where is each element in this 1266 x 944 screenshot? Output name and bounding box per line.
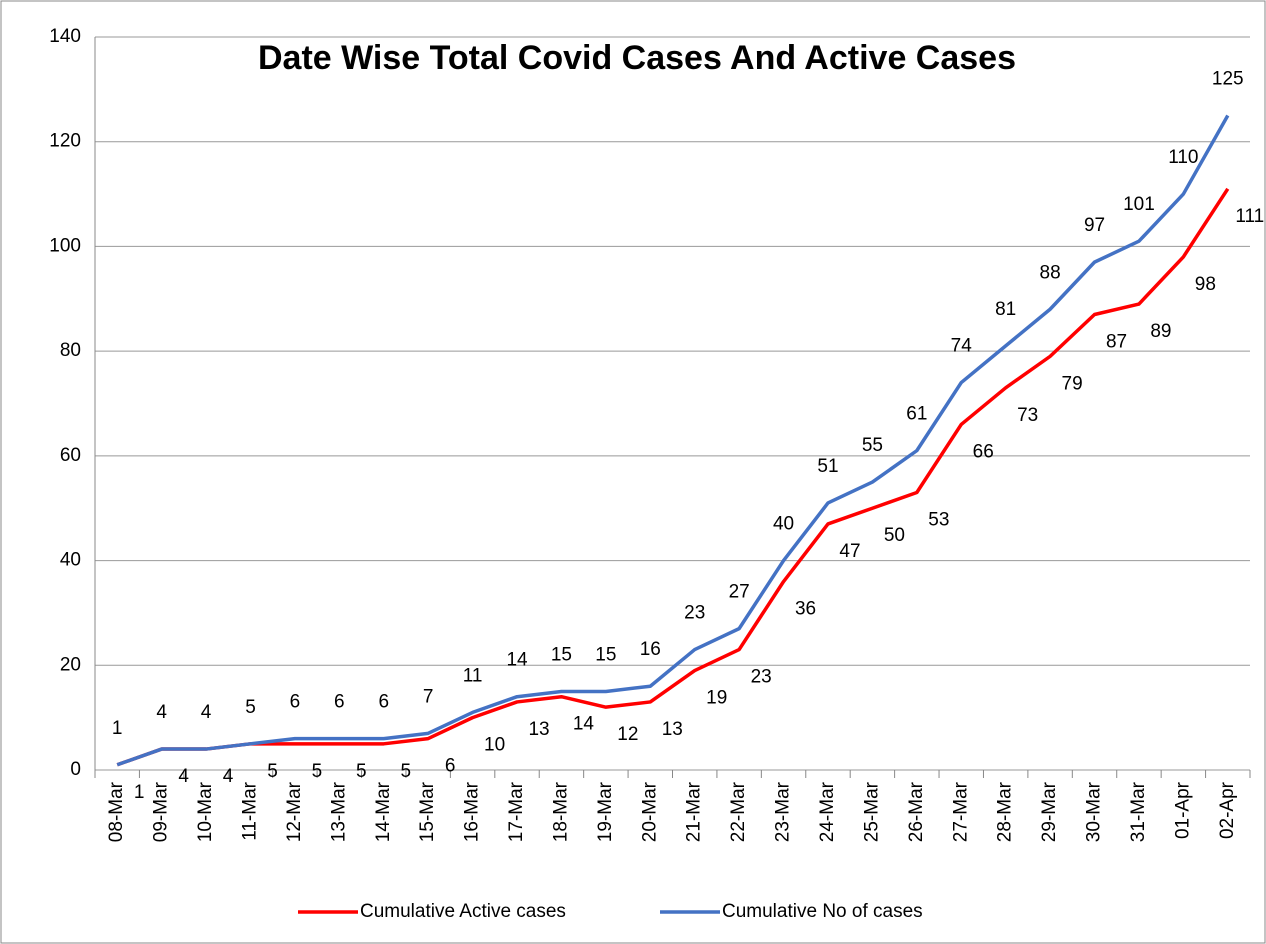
x-tick-label: 01-Apr — [1172, 781, 1193, 839]
x-tick-label: 09-Mar — [151, 781, 172, 842]
x-tick-label: 08-Mar — [106, 781, 127, 842]
data-label: 4 — [178, 766, 189, 787]
data-label: 73 — [1017, 405, 1038, 426]
x-tick-label: 27-Mar — [950, 781, 971, 842]
data-label: 15 — [595, 644, 616, 665]
x-tick-label: 31-Mar — [1128, 781, 1149, 842]
data-label: 5 — [312, 761, 323, 782]
data-label: 4 — [201, 702, 212, 723]
data-label: 4 — [223, 766, 234, 787]
data-label: 10 — [484, 735, 505, 756]
y-tick-label: 60 — [60, 445, 81, 466]
legend-label: Cumulative No of cases — [722, 901, 923, 922]
data-label: 5 — [245, 697, 256, 718]
data-label: 23 — [751, 667, 772, 688]
data-label: 23 — [684, 603, 705, 624]
x-tick-label: 28-Mar — [995, 781, 1016, 842]
data-label: 36 — [795, 599, 816, 620]
data-label: 12 — [617, 724, 638, 745]
series-line — [116, 114, 1230, 767]
data-label: 40 — [773, 514, 794, 535]
data-label: 87 — [1106, 332, 1127, 353]
data-label: 1 — [134, 782, 145, 803]
data-label: 13 — [662, 719, 683, 740]
data-label: 27 — [729, 582, 750, 603]
data-label: 101 — [1123, 194, 1155, 215]
series-line — [116, 187, 1230, 767]
data-label: 11 — [463, 665, 483, 686]
x-tick-label: 12-Mar — [284, 781, 305, 842]
data-label: 74 — [951, 336, 973, 357]
data-label: 88 — [1040, 262, 1061, 283]
data-label: 15 — [551, 644, 572, 665]
data-label: 13 — [528, 719, 549, 740]
x-tick-label: 14-Mar — [373, 781, 394, 842]
data-label: 14 — [506, 650, 528, 671]
data-label: 6 — [334, 692, 345, 713]
data-label: 66 — [973, 441, 994, 462]
data-label: 51 — [817, 456, 838, 477]
x-tick-label: 30-Mar — [1084, 781, 1105, 842]
data-label: 5 — [356, 761, 367, 782]
data-label: 16 — [640, 639, 661, 660]
y-tick-label: 0 — [70, 759, 81, 780]
x-tick-label: 15-Mar — [417, 781, 438, 842]
x-tick-label: 22-Mar — [728, 781, 749, 842]
x-tick-label: 26-Mar — [906, 781, 927, 842]
data-label: 55 — [862, 435, 883, 456]
x-tick-label: 23-Mar — [773, 781, 794, 842]
x-tick-label: 02-Apr — [1217, 781, 1238, 839]
y-tick-label: 20 — [60, 654, 81, 675]
data-label: 4 — [156, 702, 167, 723]
data-label: 81 — [995, 299, 1016, 320]
data-label: 50 — [884, 525, 905, 546]
data-label: 7 — [423, 686, 434, 707]
data-label: 79 — [1062, 373, 1083, 394]
y-tick-label: 140 — [49, 26, 81, 47]
data-label: 89 — [1150, 321, 1171, 342]
data-label: 1 — [112, 718, 123, 739]
data-label: 5 — [267, 761, 278, 782]
x-tick-label: 17-Mar — [506, 781, 527, 842]
x-tick-label: 16-Mar — [462, 781, 483, 842]
x-tick-label: 18-Mar — [550, 781, 571, 842]
data-label: 19 — [706, 688, 727, 709]
chart-title: Date Wise Total Covid Cases And Active C… — [258, 39, 1016, 77]
data-label: 53 — [928, 510, 949, 531]
x-tick-label: 20-Mar — [639, 781, 660, 842]
legend-label: Cumulative Active cases — [360, 901, 566, 922]
x-tick-label: 21-Mar — [684, 781, 705, 842]
data-label: 97 — [1084, 215, 1105, 236]
data-label: 6 — [378, 692, 389, 713]
y-tick-label: 100 — [49, 235, 81, 256]
data-label: 6 — [445, 756, 456, 777]
data-label: 14 — [573, 714, 595, 735]
data-label: 125 — [1212, 69, 1244, 90]
y-tick-label: 40 — [60, 550, 81, 571]
y-tick-label: 80 — [60, 340, 81, 361]
data-label: 98 — [1195, 274, 1216, 295]
x-tick-label: 13-Mar — [328, 781, 349, 842]
y-tick-label: 120 — [49, 131, 81, 152]
x-tick-label: 25-Mar — [861, 781, 882, 842]
data-label: 110 — [1168, 147, 1198, 168]
x-tick-label: 10-Mar — [195, 781, 216, 842]
x-tick-label: 11-Mar — [239, 781, 260, 840]
x-tick-label: 24-Mar — [817, 781, 838, 842]
x-tick-label: 29-Mar — [1039, 781, 1060, 842]
data-label: 6 — [290, 692, 301, 713]
data-label: 111 — [1235, 206, 1264, 227]
data-label: 5 — [400, 761, 411, 782]
data-label: 61 — [906, 404, 927, 425]
x-tick-label: 19-Mar — [595, 781, 616, 842]
data-label: 47 — [839, 541, 860, 562]
